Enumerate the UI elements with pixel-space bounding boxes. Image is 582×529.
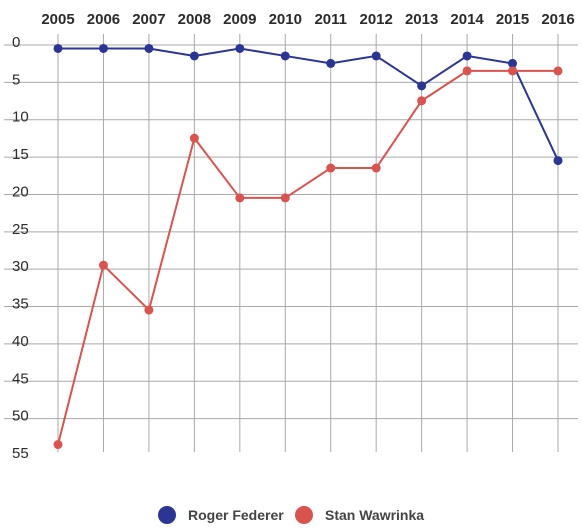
data-point [326, 58, 336, 68]
data-point [508, 66, 518, 76]
y-tick-label: 40 [12, 333, 29, 350]
x-tick-label: 2009 [223, 11, 256, 28]
x-axis-ticks: 2005 2006 2007 2008 2009 2010 2011 2012 2013 2014… [41, 11, 574, 28]
x-tick-label: 2013 [405, 11, 438, 28]
y-tick-label: 25 [12, 221, 29, 238]
data-point [53, 43, 63, 53]
y-tick-label: 0 [12, 34, 20, 51]
data-point [235, 43, 245, 53]
series-line [58, 47, 559, 161]
x-tick-label: 2012 [359, 11, 392, 28]
x-tick-label: 2008 [178, 11, 211, 28]
data-point [553, 156, 563, 166]
data-point [462, 66, 472, 76]
y-axis-ticks: 0 5 10 15 20 25 30 35 40 45 50 55 [12, 34, 29, 462]
y-tick-label: 35 [12, 296, 29, 313]
y-tick-label: 50 [12, 408, 29, 425]
series-lines [53, 43, 563, 450]
x-tick-label: 2016 [541, 11, 574, 28]
data-point [417, 96, 427, 106]
data-point [553, 66, 563, 76]
series-line [57, 69, 558, 445]
y-tick-label: 15 [12, 146, 29, 163]
data-point [189, 133, 199, 143]
x-tick-label: 2011 [314, 11, 347, 28]
data-point [371, 163, 381, 173]
data-point [235, 193, 245, 203]
grid [4, 34, 578, 452]
y-tick-label: 45 [12, 370, 29, 387]
y-tick-label: 30 [12, 258, 29, 275]
data-point [98, 43, 108, 53]
legend-swatch [295, 506, 313, 524]
x-tick-label: 2007 [132, 11, 165, 28]
data-point [98, 260, 108, 270]
data-point [144, 305, 154, 315]
y-tick-label: 10 [12, 109, 29, 126]
legend: Roger Federer Stan Wawrinka [158, 506, 424, 524]
x-tick-label: 2010 [269, 11, 302, 28]
y-tick-label: 20 [12, 183, 29, 200]
y-tick-label: 5 [12, 71, 20, 88]
data-point [417, 81, 427, 91]
x-tick-label: 2006 [87, 11, 120, 28]
data-point [462, 51, 472, 61]
data-point [53, 440, 63, 450]
x-tick-label: 2005 [41, 11, 74, 28]
legend-label: Stan Wawrinka [325, 507, 424, 523]
data-point [508, 58, 518, 68]
data-point [189, 51, 199, 61]
data-point [326, 163, 336, 173]
data-point [144, 43, 154, 53]
legend-swatch [158, 506, 176, 524]
data-point [371, 51, 381, 61]
x-tick-label: 2015 [496, 11, 529, 28]
data-point [280, 193, 290, 203]
x-tick-label: 2014 [450, 11, 484, 28]
legend-label: Roger Federer [188, 507, 284, 523]
data-point [280, 51, 290, 61]
y-tick-label: 55 [12, 445, 29, 462]
